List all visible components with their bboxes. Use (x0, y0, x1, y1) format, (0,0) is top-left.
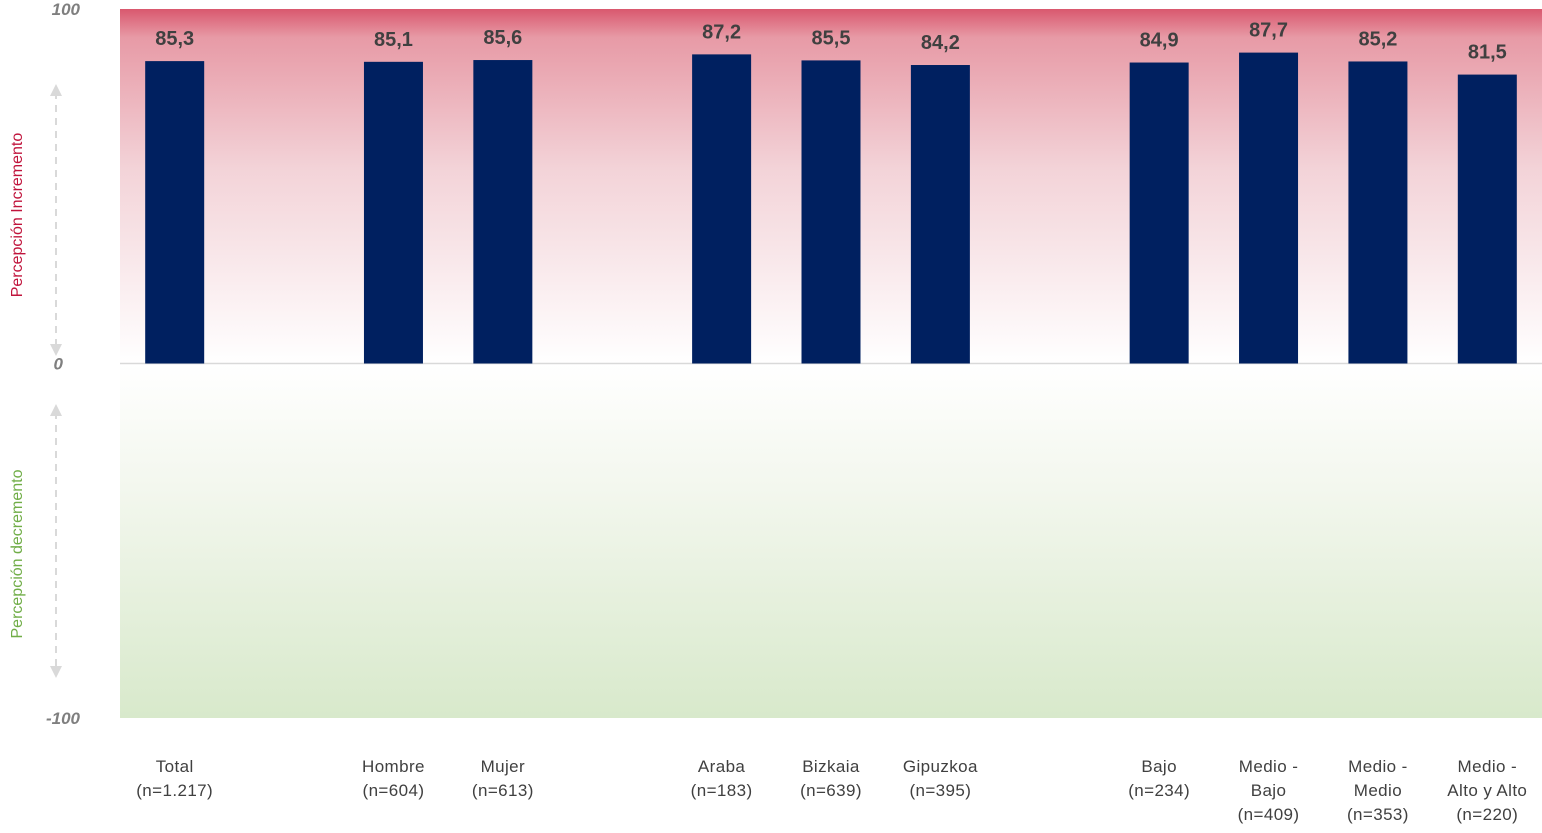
category-label-line: (n=395) (909, 781, 971, 800)
category-label-0: Total (n=1.217) (136, 757, 213, 800)
category-label-2: Mujer (n=613) (472, 757, 534, 800)
category-label-line: (n=353) (1347, 805, 1409, 824)
category-label-line: Bajo (1251, 781, 1287, 800)
data-label-5: 84,2 (921, 32, 960, 54)
category-label-line: Gipuzkoa (903, 757, 978, 776)
category-label-4: Bizkaia (n=639) (800, 757, 862, 800)
bar-8 (1348, 61, 1408, 364)
y-tick-100: 100 (52, 0, 81, 19)
data-label-1: 85,1 (374, 29, 413, 51)
category-label-line: Medio (1354, 781, 1402, 800)
category-label-line: Hombre (362, 757, 425, 776)
bar-1 (363, 61, 423, 364)
category-label-line: (n=220) (1456, 805, 1518, 824)
data-label-6: 84,9 (1140, 30, 1179, 52)
arrowhead-down-icon (50, 666, 62, 678)
category-label-line: Bizkaia (802, 757, 860, 776)
bars (145, 52, 1517, 364)
category-label-9: Medio - Alto y Alto (n=220) (1447, 757, 1527, 824)
category-label-line: Medio - (1239, 757, 1299, 776)
category-label-3: Araba (n=183) (691, 757, 753, 800)
category-label-line: Medio - (1348, 757, 1408, 776)
category-label-line: Mujer (481, 757, 526, 776)
increase-axis-label: Percepción Incremento (9, 133, 26, 298)
bar-7 (1239, 52, 1299, 364)
data-label-8: 85,2 (1358, 28, 1397, 50)
arrowhead-up-icon (50, 84, 62, 96)
category-label-line: (n=234) (1128, 781, 1190, 800)
data-label-2: 85,6 (483, 27, 522, 49)
data-label-3: 87,2 (702, 21, 741, 43)
category-label-line: (n=639) (800, 781, 862, 800)
data-label-9: 81,5 (1468, 42, 1507, 64)
negative-band (120, 363, 1542, 718)
category-label-8: Medio - Medio (n=353) (1347, 757, 1409, 824)
category-label-line: (n=613) (472, 781, 534, 800)
bar-9 (1457, 74, 1517, 364)
category-label-line: Alto y Alto (1447, 781, 1527, 800)
category-label-line: (n=409) (1238, 805, 1300, 824)
category-label-line: Araba (698, 757, 746, 776)
increase-arrow (50, 84, 62, 356)
bar-0 (145, 61, 205, 364)
bar-5 (910, 65, 970, 364)
data-label-4: 85,5 (812, 27, 851, 49)
bar-2 (473, 60, 533, 364)
data-label-0: 85,3 (155, 28, 194, 50)
bar-6 (1129, 62, 1189, 364)
category-labels: Total (n=1.217) Hombre (n=604) Mujer (n=613) A… (136, 757, 1527, 824)
bar-3 (692, 54, 752, 364)
category-label-line: Medio - (1458, 757, 1518, 776)
arrowhead-up-icon (50, 404, 62, 416)
decrease-arrow (50, 404, 62, 678)
y-tick-0: 0 (54, 355, 64, 374)
bar-4 (801, 60, 861, 364)
category-label-1: Hombre (n=604) (362, 757, 425, 800)
category-label-line: (n=183) (691, 781, 753, 800)
data-label-7: 87,7 (1249, 20, 1288, 42)
category-label-line: (n=1.217) (136, 781, 213, 800)
category-label-7: Medio - Bajo (n=409) (1238, 757, 1300, 824)
decrease-axis-label: Percepción decremento (9, 469, 26, 638)
data-labels: 85,3 85,1 85,6 87,2 85,5 84,2 84,9 87,7 85,2 81,5 (155, 20, 1507, 64)
category-label-line: Bajo (1141, 757, 1177, 776)
category-label-line: (n=604) (363, 781, 425, 800)
y-tick-minus-100: -100 (46, 709, 81, 728)
category-label-line: Total (156, 757, 194, 776)
category-label-6: Bajo (n=234) (1128, 757, 1190, 800)
category-label-5: Gipuzkoa (n=395) (903, 757, 978, 800)
arrowhead-down-icon (50, 344, 62, 356)
